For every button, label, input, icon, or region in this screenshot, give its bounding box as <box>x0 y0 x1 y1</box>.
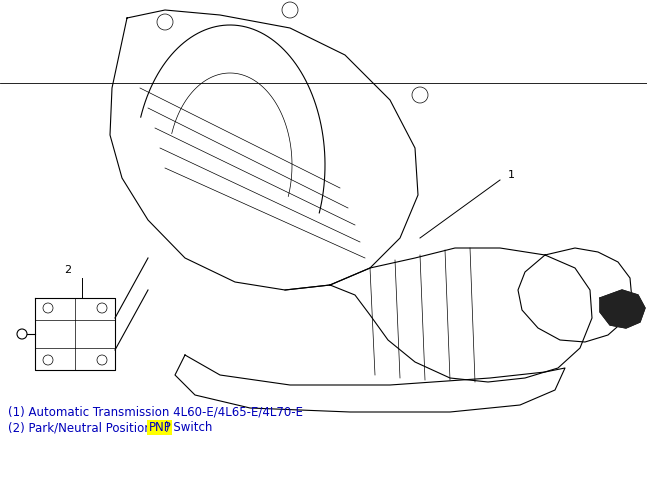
Text: ) Switch: ) Switch <box>165 421 212 434</box>
Polygon shape <box>600 290 645 328</box>
Text: PNP: PNP <box>148 421 171 434</box>
Text: (2) Park/Neutral Position (: (2) Park/Neutral Position ( <box>8 421 160 434</box>
Text: 1: 1 <box>508 170 515 180</box>
Text: 2: 2 <box>65 265 72 275</box>
Text: (1) Automatic Transmission 4L60-E/4L65-E/4L70-E: (1) Automatic Transmission 4L60-E/4L65-E… <box>8 405 303 418</box>
